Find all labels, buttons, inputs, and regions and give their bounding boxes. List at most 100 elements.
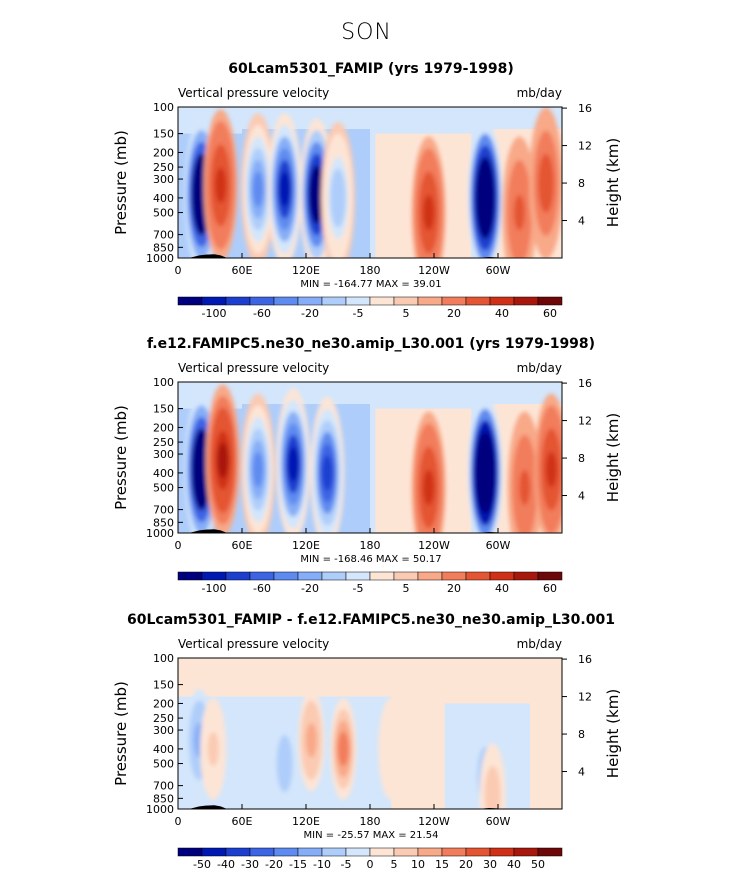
x-tick-label: 60E <box>232 539 253 552</box>
y-axis-label: Pressure (mb) <box>112 681 130 786</box>
y-tick-label: 500 <box>153 207 174 220</box>
x-tick-label: 0 <box>175 264 182 277</box>
colorbar-swatch <box>177 847 203 857</box>
field-contour <box>215 167 227 203</box>
colorbar-swatch <box>513 296 539 306</box>
colorbar-label: 40 <box>507 858 521 871</box>
min-max-label: MIN = -25.57 MAX = 21.54 <box>304 830 439 841</box>
field-contour <box>287 446 299 482</box>
x-tick-label: 120E <box>292 539 320 552</box>
colorbar-swatch <box>489 847 515 857</box>
x-tick-label: 60E <box>232 815 253 828</box>
colorbar-label: -50 <box>193 858 211 871</box>
field-contour <box>479 180 491 216</box>
field-contour <box>305 722 317 758</box>
y-tick-label: 100 <box>153 652 174 665</box>
colorbar-swatch <box>369 847 395 857</box>
colorbar-swatch <box>441 571 467 581</box>
height-tick-label: 4 <box>578 215 585 228</box>
units-label: mb/day <box>517 361 562 375</box>
colorbar-swatch <box>297 296 323 306</box>
x-tick-label: 60W <box>486 815 511 828</box>
field-contour <box>252 171 264 207</box>
colorbar-label: 60 <box>543 582 557 595</box>
colorbar-label: 40 <box>495 307 509 320</box>
colorbar-swatch <box>249 296 275 306</box>
chart-title: 60Lcam5301_FAMIP (yrs 1979-1998) <box>228 61 514 77</box>
y-tick-label: 500 <box>153 758 174 771</box>
colorbar-swatch <box>393 847 419 857</box>
colorbar-swatch <box>441 296 467 306</box>
y-tick-label: 150 <box>153 128 174 141</box>
colorbar-swatch <box>465 296 491 306</box>
chart-title: 60Lcam5301_FAMIP - f.e12.FAMIPC5.ne30_ne… <box>127 612 615 628</box>
colorbar-label: 20 <box>459 858 473 871</box>
colorbar-label: -20 <box>265 858 283 871</box>
y-tick-label: 250 <box>153 161 174 174</box>
height-tick-label: 12 <box>578 140 592 153</box>
colorbar-swatch <box>321 296 347 306</box>
colorbar-swatch <box>393 296 419 306</box>
colorbar-swatch <box>273 571 299 581</box>
field-contour <box>311 176 322 213</box>
height-tick-label: 8 <box>578 452 585 465</box>
y-tick-label: 250 <box>153 436 174 449</box>
units-label: mb/day <box>517 86 562 100</box>
colorbar-label: -5 <box>341 858 352 871</box>
colorbar-label: -60 <box>253 582 271 595</box>
y-tick-label: 850 <box>153 241 174 254</box>
colorbar-swatch <box>201 296 227 306</box>
x-tick-label: 120E <box>292 264 320 277</box>
colorbar-swatch <box>201 847 227 857</box>
colorbar-label: 15 <box>435 858 449 871</box>
left-string: Vertical pressure velocity <box>178 637 329 651</box>
y-tick-label: 200 <box>153 146 174 159</box>
colorbar-swatch <box>321 847 347 857</box>
x-tick-label: 120E <box>292 815 320 828</box>
height-tick-label: 4 <box>578 490 585 503</box>
field-contour <box>487 777 499 809</box>
y-tick-label: 400 <box>153 743 174 756</box>
colorbar-swatch <box>345 296 371 306</box>
y-tick-label: 100 <box>153 376 174 389</box>
y-tick-label: 700 <box>153 229 174 242</box>
field-contour <box>385 731 397 767</box>
chart-panel-3: 60Lcam5301_FAMIP - f.e12.FAMIPC5.ne30_ne… <box>112 612 622 871</box>
y-tick-label: 850 <box>153 792 174 805</box>
x-tick-label: 120W <box>418 539 450 552</box>
field-contour <box>252 451 264 488</box>
y-tick-label: 250 <box>153 712 174 725</box>
field-contour <box>519 469 531 506</box>
x-tick-label: 60W <box>486 539 511 552</box>
colorbar-swatch <box>273 847 299 857</box>
x-tick-label: 180 <box>360 815 381 828</box>
colorbar-swatch <box>249 571 275 581</box>
y-axis-label-right: Height (km) <box>604 138 622 227</box>
field-contour <box>540 165 552 201</box>
x-tick-label: 180 <box>360 539 381 552</box>
colorbar-swatch <box>177 571 203 581</box>
colorbar-label: 10 <box>411 858 425 871</box>
y-tick-label: 400 <box>153 192 174 205</box>
x-tick-label: 60E <box>232 264 253 277</box>
colorbar-swatch <box>513 571 539 581</box>
colorbar-label: 50 <box>531 858 545 871</box>
y-tick-label: 400 <box>153 467 174 480</box>
colorbar-label: 20 <box>447 307 461 320</box>
field-contour <box>279 171 290 207</box>
colorbar-swatch <box>489 571 515 581</box>
plot-field <box>178 107 562 258</box>
colorbar-label: 0 <box>367 858 374 871</box>
colorbar-swatch <box>465 571 491 581</box>
y-tick-label: 1000 <box>146 252 174 265</box>
colorbar-swatch <box>177 296 203 306</box>
left-string: Vertical pressure velocity <box>178 86 329 100</box>
colorbar-swatch <box>273 296 299 306</box>
colorbar-swatch <box>321 571 347 581</box>
y-tick-label: 1000 <box>146 527 174 540</box>
colorbar-label: 20 <box>447 582 461 595</box>
colorbar-swatch <box>201 571 227 581</box>
colorbar-label: 40 <box>495 582 509 595</box>
height-tick-label: 12 <box>578 415 592 428</box>
y-tick-label: 200 <box>153 421 174 434</box>
